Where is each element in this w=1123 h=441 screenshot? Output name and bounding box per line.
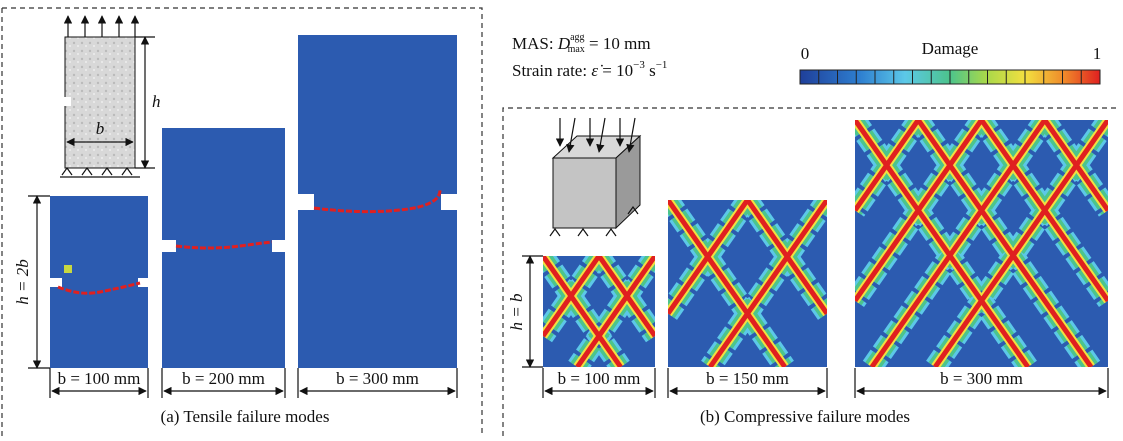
text: = 10 mm xyxy=(585,34,651,53)
schematic-b: b xyxy=(96,119,105,138)
damage-band xyxy=(668,200,827,367)
load-arrow xyxy=(626,117,636,153)
width-label: b = 300 mm xyxy=(336,369,419,388)
text: max xyxy=(568,44,585,55)
height-label: h = b xyxy=(507,294,526,331)
text: MAS: xyxy=(512,34,558,53)
schematic-h: h xyxy=(152,92,161,111)
text: agg xyxy=(570,32,584,43)
tensile-specimens xyxy=(50,35,457,368)
text: ε̇ xyxy=(591,61,603,80)
panel-b-frame xyxy=(502,107,1118,436)
strain-label: Strain rate: ε̇ = 10−3 s−1 xyxy=(512,59,667,80)
text: Strain rate: xyxy=(512,61,591,80)
damage-band xyxy=(543,256,655,367)
width-label: b = 100 mm xyxy=(58,369,141,388)
caption: (b) Compressive failure modes xyxy=(700,407,910,426)
colorbar-title: Damage xyxy=(922,39,979,58)
caption: (a) Tensile failure modes xyxy=(161,407,330,426)
load-arrow xyxy=(566,117,576,153)
text: s xyxy=(645,61,656,80)
colorbar-min: 0 xyxy=(801,44,810,63)
width-label: b = 100 mm xyxy=(558,369,641,388)
tensile-schematic: h b xyxy=(60,15,161,178)
colorbar-ticks xyxy=(818,70,1082,84)
colorbar-max: 1 xyxy=(1093,44,1102,63)
compressive-widths: b = 100 mm b = 150 mm b = 300 mm xyxy=(542,368,1109,398)
damage-band xyxy=(855,120,1108,367)
compressive-schematic xyxy=(549,117,642,237)
width-label: b = 300 mm xyxy=(940,369,1023,388)
panel-a-frame xyxy=(2,7,483,436)
text: −3 xyxy=(633,59,645,71)
text: = 10 xyxy=(598,61,633,80)
height-label: h = 2b xyxy=(13,259,32,304)
compressive-specimens xyxy=(543,120,1108,367)
width-label: b = 200 mm xyxy=(182,369,265,388)
text: −1 xyxy=(656,59,668,71)
tensile-widths: b = 100 mm b = 200 mm b = 300 mm xyxy=(49,368,458,398)
load-arrow xyxy=(596,117,606,153)
text: D xyxy=(557,34,571,53)
mas-label: MAS: Dagg max = 10 mm xyxy=(512,32,651,55)
width-label: b = 150 mm xyxy=(706,369,789,388)
